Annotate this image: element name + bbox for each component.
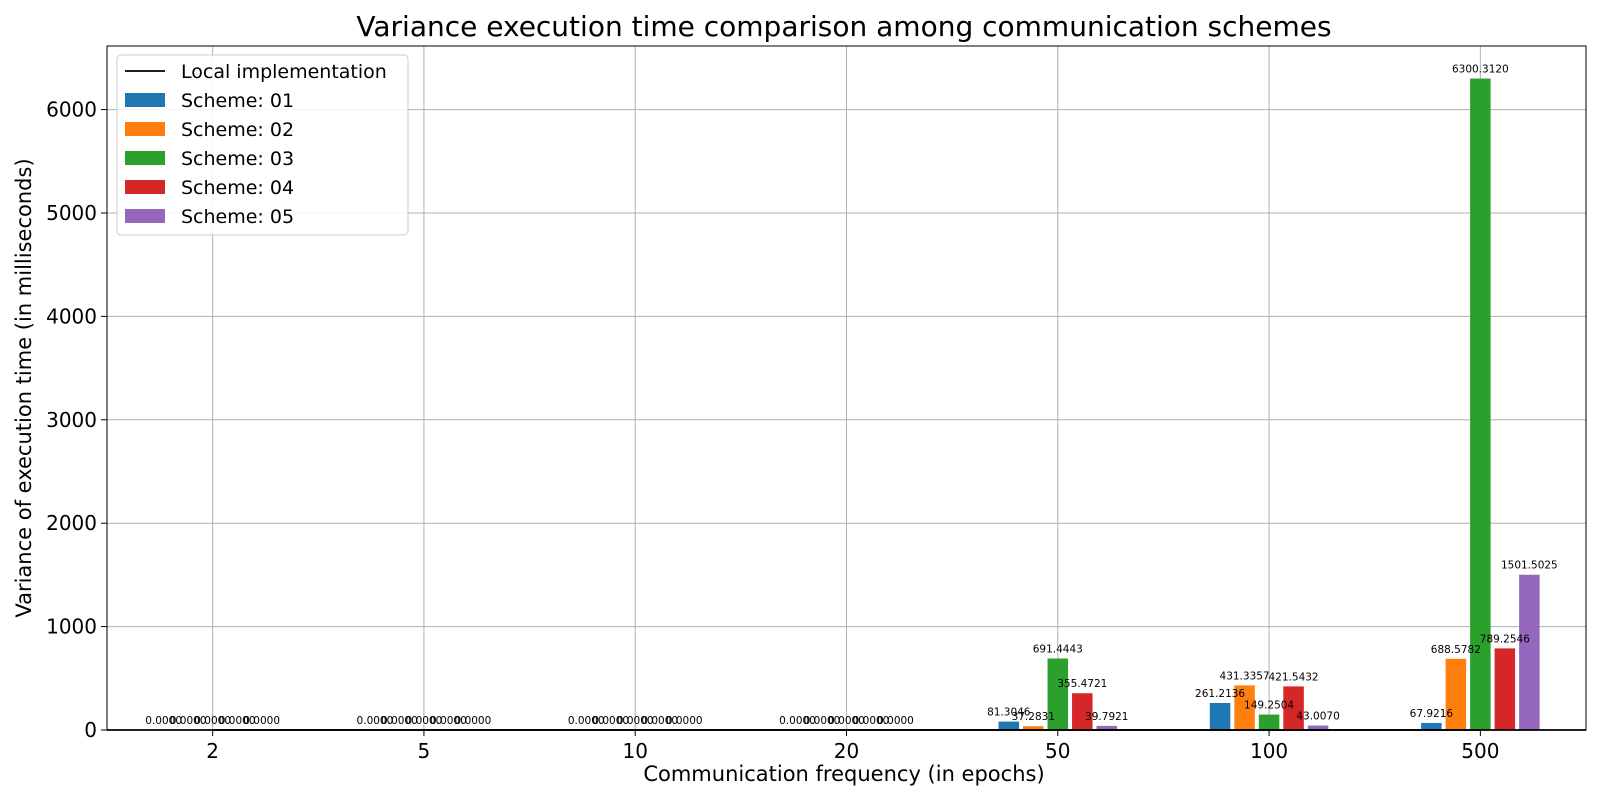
bar-value-label: 6300.3120 bbox=[1452, 64, 1509, 76]
legend-label: Scheme: 03 bbox=[181, 148, 294, 170]
bar bbox=[1307, 725, 1329, 730]
bar-value-label: 0.0000 bbox=[406, 715, 443, 727]
y-tick-label: 5000 bbox=[46, 201, 97, 225]
bar-value-label: 43.0070 bbox=[1296, 711, 1339, 723]
y-tick-label: 3000 bbox=[46, 408, 97, 432]
legend-swatch bbox=[125, 122, 165, 136]
bar-value-label: 1501.5025 bbox=[1501, 560, 1558, 572]
bar-value-label: 149.2504 bbox=[1244, 700, 1294, 712]
bar-value-label: 355.4721 bbox=[1057, 678, 1107, 690]
x-tick-label: 5 bbox=[418, 739, 431, 763]
bar-value-label: 0.0000 bbox=[853, 715, 890, 727]
bar bbox=[1096, 725, 1118, 730]
legend-swatch bbox=[125, 151, 165, 165]
x-tick-label: 100 bbox=[1250, 739, 1288, 763]
y-tick-label: 6000 bbox=[46, 98, 97, 122]
bar-value-label: 0.0000 bbox=[243, 715, 280, 727]
x-axis-label: Communication frequency (in epochs) bbox=[643, 762, 1044, 786]
y-tick-label: 2000 bbox=[46, 511, 97, 535]
bar-value-label: 0.0000 bbox=[170, 715, 207, 727]
bars bbox=[998, 78, 1540, 730]
bar-value-label: 0.0000 bbox=[877, 715, 914, 727]
bar-value-label: 421.5432 bbox=[1269, 671, 1319, 683]
bar bbox=[1209, 702, 1231, 730]
y-tick-label: 0 bbox=[84, 718, 97, 742]
legend-label: Scheme: 05 bbox=[181, 206, 294, 228]
bar bbox=[998, 721, 1020, 730]
bar bbox=[1519, 574, 1540, 730]
legend: Local implementation Scheme: 01 Scheme: 02… bbox=[116, 54, 409, 236]
bar-value-label: 37.2831 bbox=[1012, 711, 1055, 723]
legend-label: Local implementation bbox=[181, 61, 387, 83]
bar-value-label: 0.0000 bbox=[804, 715, 841, 727]
x-tick-label: 10 bbox=[622, 739, 647, 763]
bar-value-label: 691.4443 bbox=[1033, 644, 1083, 656]
x-tick-label: 500 bbox=[1461, 739, 1499, 763]
bar bbox=[1072, 693, 1093, 730]
legend-label: Scheme: 02 bbox=[181, 119, 294, 141]
bar-value-label: 0.0000 bbox=[194, 715, 231, 727]
x-tick-label: 20 bbox=[834, 739, 859, 763]
legend-label: Scheme: 04 bbox=[181, 177, 294, 199]
bar-value-label: 0.0000 bbox=[666, 715, 703, 727]
bar-value-label: 688.5782 bbox=[1431, 644, 1481, 656]
legend-box bbox=[116, 54, 409, 236]
bar-value-label: 261.2136 bbox=[1195, 688, 1245, 700]
bar-value-label: 0.0000 bbox=[455, 715, 492, 727]
legend-label: Scheme: 01 bbox=[181, 90, 294, 112]
bar bbox=[1234, 685, 1255, 730]
x-tick-label: 2 bbox=[206, 739, 219, 763]
bar-value-label: 0.0000 bbox=[779, 715, 816, 727]
bar-value-label: 431.3357 bbox=[1220, 670, 1270, 682]
bar-value-label: 0.0000 bbox=[568, 715, 605, 727]
bar bbox=[1047, 658, 1069, 730]
bar-value-label: 789.2546 bbox=[1480, 633, 1530, 645]
bar bbox=[1494, 648, 1516, 730]
bar-value-label: 0.0000 bbox=[357, 715, 394, 727]
bar bbox=[1283, 686, 1304, 730]
y-tick-label: 4000 bbox=[46, 304, 97, 328]
bar-value-label: 0.0000 bbox=[381, 715, 418, 727]
bar-value-label: 81.3046 bbox=[987, 707, 1031, 719]
bar-value-label: 67.9216 bbox=[1410, 708, 1454, 720]
y-tick-label: 1000 bbox=[46, 615, 97, 639]
bar bbox=[1445, 658, 1467, 730]
bar-value-labels: 0.0000 0.0000 0.0000 0.000081.3046261.21366… bbox=[145, 64, 1557, 727]
legend-swatch bbox=[125, 93, 165, 107]
bar-value-label: 0.0000 bbox=[219, 715, 256, 727]
bar-value-label: 0.0000 bbox=[641, 715, 678, 727]
bar bbox=[1470, 78, 1491, 730]
axes: 0 1000 2000 3000 4000 5000 6000 2 5 10 20 50 100 500 bbox=[46, 45, 1587, 763]
bar-value-label: 0.0000 bbox=[145, 715, 182, 727]
chart-title: Variance execution time comparison among… bbox=[356, 10, 1331, 43]
x-tick-label: 50 bbox=[1045, 739, 1070, 763]
legend-swatch bbox=[125, 180, 165, 194]
legend-swatch bbox=[125, 209, 165, 223]
bar bbox=[1023, 726, 1044, 730]
bar-value-label: 0.0000 bbox=[828, 715, 865, 727]
bar-value-label: 0.0000 bbox=[617, 715, 654, 727]
bar-value-label: 39.7921 bbox=[1085, 711, 1128, 723]
y-axis-label: Variance of execution time (in milliseco… bbox=[12, 158, 36, 617]
bar-value-label: 0.0000 bbox=[592, 715, 629, 727]
bar-value-label: 0.0000 bbox=[430, 715, 467, 727]
bar bbox=[1421, 722, 1442, 730]
bar bbox=[1258, 714, 1280, 730]
